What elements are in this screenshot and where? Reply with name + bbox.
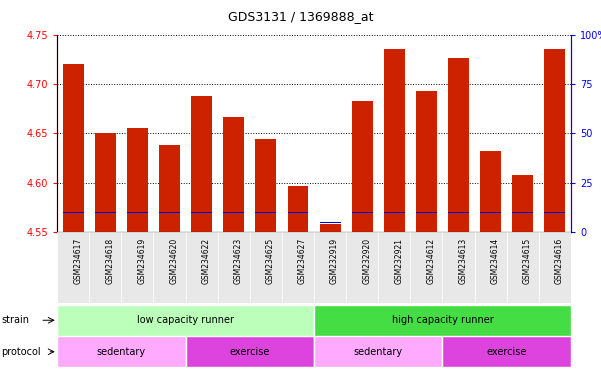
Bar [95, 212, 116, 213]
Text: GSM234613: GSM234613 [459, 238, 468, 284]
Text: GSM232920: GSM232920 [362, 238, 371, 284]
Bar [352, 212, 373, 213]
FancyBboxPatch shape [57, 232, 89, 303]
Bar [545, 50, 566, 232]
Bar [95, 133, 116, 232]
Text: GSM234615: GSM234615 [523, 238, 532, 284]
FancyBboxPatch shape [218, 232, 250, 303]
FancyBboxPatch shape [121, 232, 153, 303]
Text: exercise: exercise [487, 347, 527, 357]
FancyBboxPatch shape [378, 232, 410, 303]
Bar [127, 212, 148, 213]
FancyBboxPatch shape [250, 232, 282, 303]
Bar [448, 212, 469, 213]
Text: GSM234614: GSM234614 [490, 238, 499, 284]
Text: high capacity runner: high capacity runner [392, 315, 493, 325]
Bar [159, 212, 180, 213]
Bar [512, 212, 533, 213]
Bar [191, 96, 212, 232]
FancyBboxPatch shape [186, 336, 314, 367]
Bar [191, 212, 212, 213]
Bar [224, 117, 244, 232]
Bar [63, 64, 84, 232]
Bar [320, 224, 341, 232]
Text: GSM234616: GSM234616 [555, 238, 564, 284]
FancyBboxPatch shape [186, 232, 218, 303]
Text: low capacity runner: low capacity runner [137, 315, 234, 325]
FancyBboxPatch shape [282, 232, 314, 303]
FancyBboxPatch shape [442, 336, 571, 367]
Bar [287, 212, 308, 213]
FancyBboxPatch shape [314, 336, 442, 367]
Text: GSM234618: GSM234618 [105, 238, 114, 284]
Bar [416, 91, 437, 232]
Bar [545, 212, 566, 213]
Bar [255, 139, 276, 232]
Bar [480, 151, 501, 232]
Text: GSM234617: GSM234617 [73, 238, 82, 284]
FancyBboxPatch shape [153, 232, 186, 303]
FancyBboxPatch shape [539, 232, 571, 303]
Text: GSM232919: GSM232919 [330, 238, 339, 284]
Bar [127, 127, 148, 232]
FancyBboxPatch shape [314, 232, 346, 303]
Text: protocol: protocol [1, 347, 41, 357]
FancyBboxPatch shape [507, 232, 539, 303]
Text: sedentary: sedentary [97, 347, 146, 357]
Text: GSM234623: GSM234623 [234, 238, 243, 284]
Text: GSM234619: GSM234619 [138, 238, 147, 284]
Text: strain: strain [1, 315, 29, 325]
Bar [448, 58, 469, 232]
Text: sedentary: sedentary [354, 347, 403, 357]
Bar [287, 186, 308, 232]
Bar [416, 212, 437, 213]
Text: exercise: exercise [230, 347, 270, 357]
Bar [224, 212, 244, 213]
Text: GSM232921: GSM232921 [394, 238, 403, 284]
FancyBboxPatch shape [475, 232, 507, 303]
Text: GSM234620: GSM234620 [169, 238, 178, 284]
Text: GDS3131 / 1369888_at: GDS3131 / 1369888_at [228, 10, 373, 23]
Bar [159, 145, 180, 232]
Bar [255, 212, 276, 213]
FancyBboxPatch shape [57, 305, 314, 336]
Bar [63, 212, 84, 213]
Text: GSM234625: GSM234625 [266, 238, 275, 284]
Bar [480, 212, 501, 213]
Text: GSM234627: GSM234627 [298, 238, 307, 284]
FancyBboxPatch shape [442, 232, 475, 303]
FancyBboxPatch shape [346, 232, 378, 303]
FancyBboxPatch shape [410, 232, 442, 303]
Bar [320, 222, 341, 223]
Bar [384, 212, 404, 213]
FancyBboxPatch shape [57, 336, 186, 367]
Text: GSM234612: GSM234612 [427, 238, 436, 284]
Text: GSM234622: GSM234622 [201, 238, 210, 284]
FancyBboxPatch shape [314, 305, 571, 336]
Bar [352, 101, 373, 232]
Bar [384, 50, 404, 232]
FancyBboxPatch shape [89, 232, 121, 303]
Bar [512, 175, 533, 232]
